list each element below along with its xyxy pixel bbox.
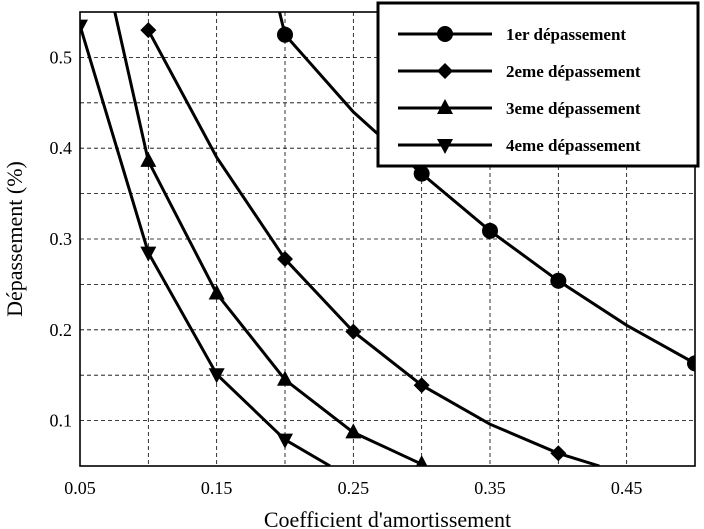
legend-marker (437, 99, 453, 114)
y-tick-labels: 0.1 0.2 0.3 0.4 0.5 (50, 47, 73, 430)
x-tick-label: 0.15 (201, 478, 233, 498)
series-line (113, 12, 423, 466)
series-line (80, 25, 331, 466)
data-point (550, 272, 567, 289)
legend-item: 4eme dépassement (398, 136, 641, 155)
legend-label: 1er dépassement (506, 25, 626, 44)
legend-item: 1er dépassement (398, 25, 626, 44)
data-point (345, 423, 362, 439)
x-axis-label: Coefficient d'amortissement (264, 507, 511, 529)
y-tick-label: 0.1 (50, 411, 73, 431)
legend-marker (437, 63, 453, 79)
data-point (277, 26, 293, 43)
legend-item: 3eme dépassement (398, 99, 641, 118)
legend-item: 2eme dépassement (398, 62, 641, 81)
y-tick-label: 0.4 (50, 138, 73, 158)
data-point (208, 284, 225, 300)
legend: 1er dépassement 2eme dépassement 3eme dépa… (376, 1, 700, 168)
data-point (140, 246, 157, 262)
legend-label: 3eme dépassement (506, 99, 641, 118)
series-3 (113, 12, 428, 466)
x-tick-label: 0.35 (474, 478, 506, 498)
data-point (413, 165, 430, 182)
series-2 (140, 22, 600, 466)
data-point (413, 377, 430, 394)
data-point (482, 222, 498, 239)
y-tick-label: 0.3 (50, 229, 73, 249)
series-1 (277, 12, 695, 372)
legend-label: 4eme dépassement (506, 136, 641, 155)
data-point (140, 151, 157, 167)
data-point (345, 323, 362, 340)
series-line (277, 12, 695, 365)
data-point (687, 355, 695, 372)
legend-box (376, 1, 700, 168)
data-point (415, 455, 428, 466)
data-point (277, 250, 293, 267)
x-tick-label: 0.25 (338, 478, 370, 498)
x-tick-label: 0.45 (611, 478, 643, 498)
data-point (277, 370, 293, 386)
series-line (146, 29, 600, 466)
y-tick-label: 0.2 (50, 320, 73, 340)
y-tick-label: 0.5 (50, 47, 73, 67)
data-point (277, 433, 293, 449)
data-point (80, 19, 88, 35)
data-point (140, 22, 157, 39)
legend-marker (437, 26, 453, 42)
series-4 (80, 19, 331, 466)
x-tick-label: 0.05 (64, 478, 96, 498)
legend-label: 2eme dépassement (506, 62, 641, 81)
x-tick-labels: 0.05 0.15 0.25 0.35 0.45 (64, 478, 642, 498)
legend-marker (437, 139, 453, 154)
data-point (208, 368, 225, 384)
y-axis-label: Dépassement (%) (2, 161, 27, 317)
series-layer (80, 12, 695, 466)
data-point (550, 445, 567, 462)
